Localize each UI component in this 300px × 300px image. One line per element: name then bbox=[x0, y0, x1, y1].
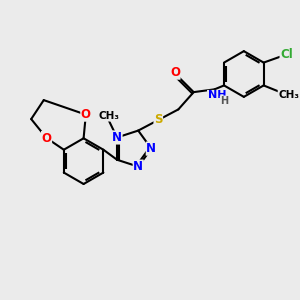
Text: N: N bbox=[146, 142, 156, 155]
Text: CH₃: CH₃ bbox=[278, 90, 299, 100]
Text: S: S bbox=[154, 113, 163, 127]
Text: H: H bbox=[220, 96, 228, 106]
Text: N: N bbox=[133, 160, 143, 173]
Text: O: O bbox=[41, 131, 52, 145]
Text: O: O bbox=[81, 108, 91, 121]
Text: NH: NH bbox=[208, 91, 226, 100]
Text: CH₃: CH₃ bbox=[98, 111, 119, 121]
Text: N: N bbox=[112, 131, 122, 144]
Text: Cl: Cl bbox=[280, 48, 293, 61]
Text: O: O bbox=[170, 66, 180, 79]
